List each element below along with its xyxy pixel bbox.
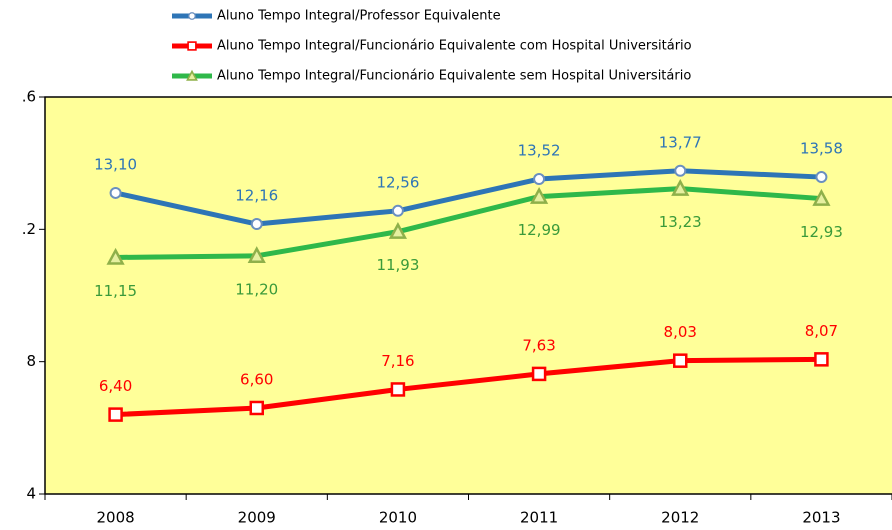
marker	[250, 218, 263, 231]
marker	[529, 186, 549, 204]
marker	[390, 382, 406, 397]
data-label: 13,77	[659, 133, 702, 151]
data-label: 8,03	[664, 323, 697, 341]
marker	[391, 204, 404, 217]
marker	[186, 69, 198, 81]
marker	[106, 247, 125, 265]
plot-area	[44, 96, 892, 495]
marker	[247, 246, 266, 264]
marker	[533, 173, 546, 186]
data-label: 12,56	[376, 173, 419, 191]
marker	[671, 179, 690, 196]
legend-label: Aluno Tempo Integral/Funcionário Equival…	[217, 69, 691, 84]
x-tick-label: 2011	[520, 509, 558, 527]
legend-label: Aluno Tempo Integral/Professor Equivalen…	[217, 9, 501, 24]
data-label: 11,20	[235, 280, 278, 298]
legend-label: Aluno Tempo Integral/Funcionário Equival…	[217, 39, 692, 54]
marker	[673, 353, 688, 368]
data-label: 6,60	[240, 370, 273, 388]
y-tick-label: 4	[26, 485, 36, 503]
marker	[531, 366, 547, 382]
x-tick-label: 2009	[238, 509, 276, 527]
data-label: 11,93	[376, 256, 419, 274]
data-label: 7,16	[381, 352, 414, 370]
x-tick-label: 2013	[802, 509, 840, 527]
data-label: 12,99	[518, 221, 561, 239]
marker	[188, 12, 196, 20]
marker	[814, 352, 829, 367]
data-label: 7,63	[522, 336, 555, 354]
x-tick-label: 2012	[661, 509, 699, 527]
marker	[674, 164, 687, 177]
data-label: 6,40	[99, 377, 132, 395]
data-label: 11,15	[94, 282, 137, 300]
data-label: 13,10	[94, 155, 137, 173]
marker	[108, 407, 123, 422]
y-tick-label: .2	[22, 220, 36, 238]
data-label: 8,07	[805, 322, 838, 340]
marker	[109, 186, 122, 199]
marker	[249, 400, 264, 416]
x-tick-label: 2008	[96, 509, 134, 527]
marker	[187, 41, 197, 51]
data-label: 12,16	[235, 187, 278, 205]
data-label: 13,52	[518, 142, 561, 160]
data-label: 13,58	[800, 140, 843, 158]
marker	[812, 188, 831, 206]
data-label: 12,93	[800, 223, 843, 241]
y-tick-label: .6	[22, 88, 36, 106]
marker	[388, 222, 408, 239]
series-line	[115, 186, 822, 260]
series-line	[115, 356, 822, 418]
marker	[815, 171, 828, 184]
data-label: 13,23	[659, 213, 702, 231]
y-tick-label: 8	[26, 352, 36, 370]
series-line	[115, 168, 822, 227]
x-tick-label: 2010	[379, 509, 417, 527]
